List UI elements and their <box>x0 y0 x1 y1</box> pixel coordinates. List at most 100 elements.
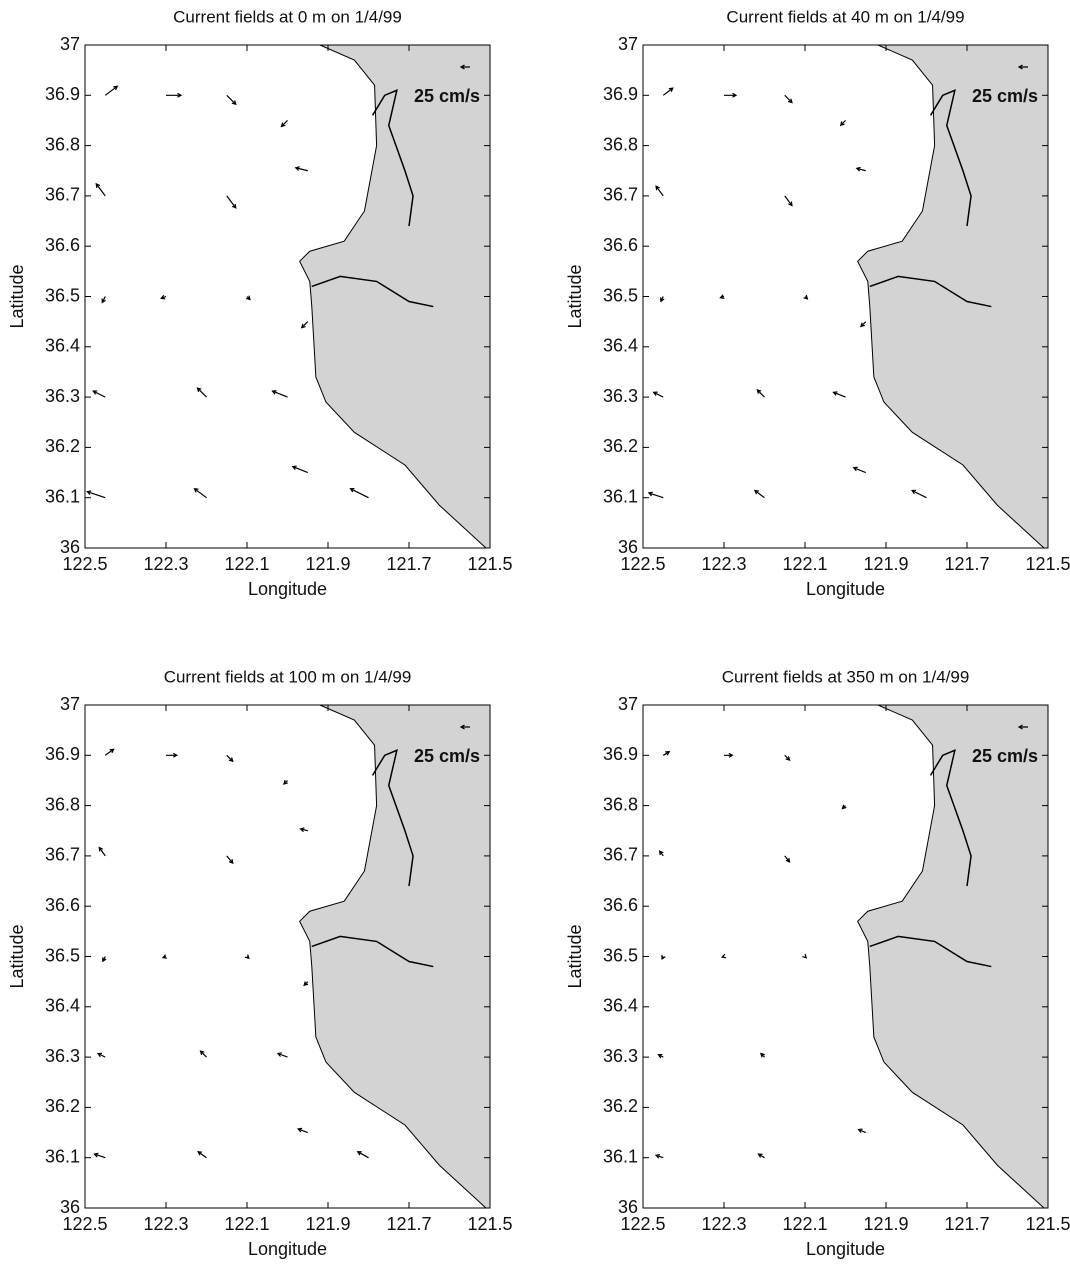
current-vector <box>102 956 107 963</box>
panel: 25 cm/s 122.5 122.3 122.1 121.9 121.7 121.5 36 3… <box>565 667 1070 1258</box>
current-vector <box>784 855 791 863</box>
current-vector <box>199 1050 207 1058</box>
current-vector <box>760 1052 765 1058</box>
current-vector <box>855 166 866 172</box>
y-tick-label: 36.4 <box>45 336 80 356</box>
y-tick-label: 36.2 <box>603 436 638 456</box>
current-vector <box>196 387 207 398</box>
river <box>929 89 972 227</box>
river <box>371 749 414 887</box>
current-vector <box>271 390 288 398</box>
x-tick-label: 121.5 <box>1025 554 1070 574</box>
current-vector <box>98 846 106 857</box>
y-tick-label: 36.8 <box>45 134 80 154</box>
current-vector <box>647 491 664 499</box>
current-vector <box>245 295 251 301</box>
current-vector <box>757 1153 765 1159</box>
current-vector <box>658 850 664 857</box>
current-vector <box>832 391 846 398</box>
y-tick-label: 36.5 <box>603 945 638 965</box>
y-tick-label: 36.7 <box>603 845 638 865</box>
reference-arrow <box>459 724 470 730</box>
x-tick-label: 121.5 <box>1025 1214 1070 1234</box>
x-tick-label: 122.1 <box>224 554 269 574</box>
x-tick-label: 121.5 <box>467 554 512 574</box>
current-vector <box>662 87 674 96</box>
current-vector <box>161 954 168 959</box>
chart-title: Current fields at 100 m on 1/4/99 <box>164 667 412 686</box>
x-tick-label: 122.5 <box>620 1214 665 1234</box>
y-tick-label: 36.9 <box>45 744 80 764</box>
y-tick-label: 36.3 <box>45 386 80 406</box>
x-tick-label: 122.5 <box>62 1214 107 1234</box>
current-vector <box>226 855 234 865</box>
current-vector <box>160 294 167 300</box>
current-vector <box>291 465 308 474</box>
y-axis-label: Latitude <box>7 264 27 328</box>
river <box>869 935 992 968</box>
y-tick-label: 36 <box>618 1197 638 1217</box>
y-tick-label: 36.8 <box>603 134 638 154</box>
current-vector <box>655 185 664 197</box>
y-tick-label: 36.3 <box>45 1046 80 1066</box>
y-tick-label: 36.8 <box>45 794 80 814</box>
current-vector <box>661 954 666 961</box>
current-vector <box>299 827 308 833</box>
chart-title: Current fields at 40 m on 1/4/99 <box>726 7 964 26</box>
x-tick-label: 122.5 <box>620 554 665 574</box>
y-tick-label: 36.4 <box>603 336 638 356</box>
current-vector <box>654 1153 664 1159</box>
current-vector <box>226 195 237 209</box>
current-vector <box>86 490 106 499</box>
y-tick-label: 36.6 <box>45 235 80 255</box>
y-tick-label: 36 <box>618 537 638 557</box>
x-tick-label: 122.3 <box>143 554 188 574</box>
y-tick-label: 36.3 <box>603 1046 638 1066</box>
y-tick-label: 36.4 <box>45 996 80 1016</box>
y-tick-label: 37 <box>60 694 80 714</box>
y-tick-label: 36.1 <box>603 486 638 506</box>
y-tick-label: 36.9 <box>45 84 80 104</box>
y-tick-label: 36.2 <box>603 1096 638 1116</box>
y-tick-label: 36.5 <box>603 285 638 305</box>
x-tick-label: 121.7 <box>386 554 431 574</box>
y-tick-label: 36.6 <box>45 895 80 915</box>
current-vector <box>294 166 308 172</box>
current-vector <box>784 754 791 761</box>
y-tick-label: 36.8 <box>603 794 638 814</box>
current-vector <box>721 953 727 959</box>
y-tick-label: 36.3 <box>603 386 638 406</box>
y-axis-label: Latitude <box>565 924 585 988</box>
current-vector <box>841 804 847 810</box>
current-vector <box>166 92 183 98</box>
current-vector <box>101 296 106 304</box>
y-tick-label: 36.2 <box>45 1096 80 1116</box>
current-vector <box>756 389 765 398</box>
river <box>371 89 414 227</box>
y-tick-label: 36.6 <box>603 895 638 915</box>
river <box>869 275 992 308</box>
current-vector <box>226 94 237 106</box>
panel: 25 cm/s 122.5 122.3 122.1 121.9 121.7 121.5 36 3… <box>7 667 513 1258</box>
x-tick-label: 121.9 <box>305 1214 350 1234</box>
x-axis-label: Longitude <box>806 579 885 599</box>
y-tick-label: 36.9 <box>603 744 638 764</box>
reference-label: 25 cm/s <box>414 86 480 106</box>
y-axis-label: Latitude <box>565 264 585 328</box>
current-vector <box>104 85 119 96</box>
current-vector <box>93 1152 106 1159</box>
current-vector <box>657 1053 664 1059</box>
current-vector <box>356 1151 369 1159</box>
x-tick-label: 121.5 <box>467 1214 512 1234</box>
current-vector <box>104 748 115 756</box>
current-vector <box>349 487 369 499</box>
current-vector <box>226 754 234 763</box>
current-vector <box>166 752 179 758</box>
reference-label: 25 cm/s <box>972 86 1038 106</box>
current-vector <box>95 182 106 197</box>
x-tick-label: 122.1 <box>782 1214 827 1234</box>
y-tick-label: 36.7 <box>45 845 80 865</box>
x-tick-label: 121.7 <box>944 554 989 574</box>
current-vector <box>244 954 250 960</box>
